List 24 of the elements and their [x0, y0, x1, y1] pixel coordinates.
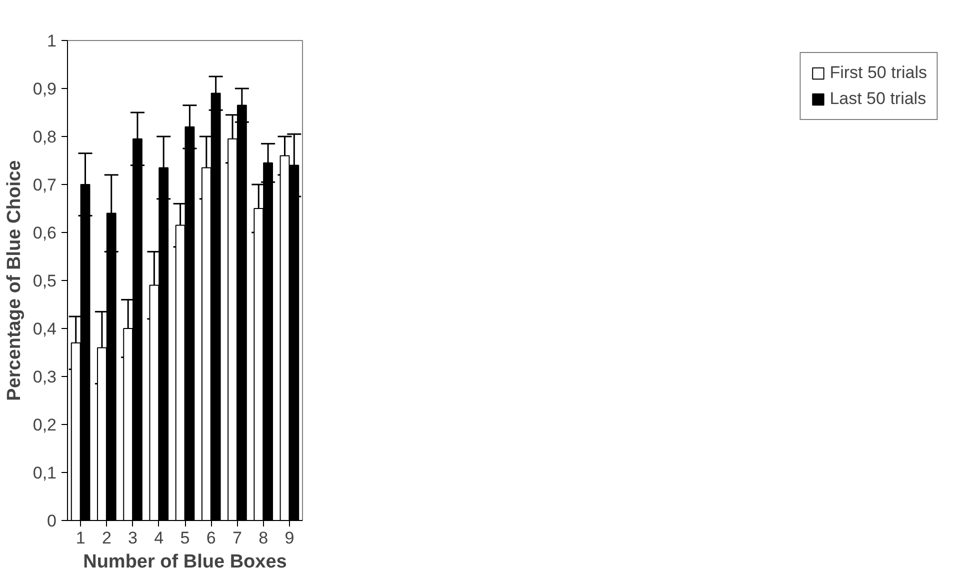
y-tick-label: 0,6: [32, 224, 57, 242]
legend-label: First 50 trials: [830, 63, 927, 83]
y-axis-title: Percentage of Blue Choice: [4, 160, 25, 401]
x-tick-label: 4: [154, 528, 164, 548]
y-tick-label: 0,4: [32, 320, 57, 338]
x-tick-label: 2: [102, 528, 112, 548]
y-tick-label: 1: [47, 32, 57, 50]
y-tick-label: 0,2: [32, 416, 57, 434]
x-tick-label: 9: [284, 528, 294, 548]
x-tick-label: 1: [76, 528, 86, 548]
x-tick-label: 8: [258, 528, 268, 548]
y-tick-label: 0,1: [32, 464, 57, 482]
y-tick-label: 0,9: [32, 80, 57, 98]
y-tick-label: 0,8: [32, 128, 57, 146]
x-tick-label: 7: [232, 528, 242, 548]
x-tick-label: 5: [180, 528, 190, 548]
x-tick-label: 3: [128, 528, 138, 548]
legend-label: Last 50 trials: [830, 89, 926, 109]
y-tick-label: 0,3: [32, 368, 57, 386]
y-tick-label: 0,7: [32, 176, 57, 194]
y-tick-label: 0: [47, 512, 57, 530]
x-tick-label: 6: [206, 528, 216, 548]
y-tick-label: 0,5: [32, 272, 57, 290]
x-axis-title: Number of Blue Boxes: [83, 552, 287, 572]
